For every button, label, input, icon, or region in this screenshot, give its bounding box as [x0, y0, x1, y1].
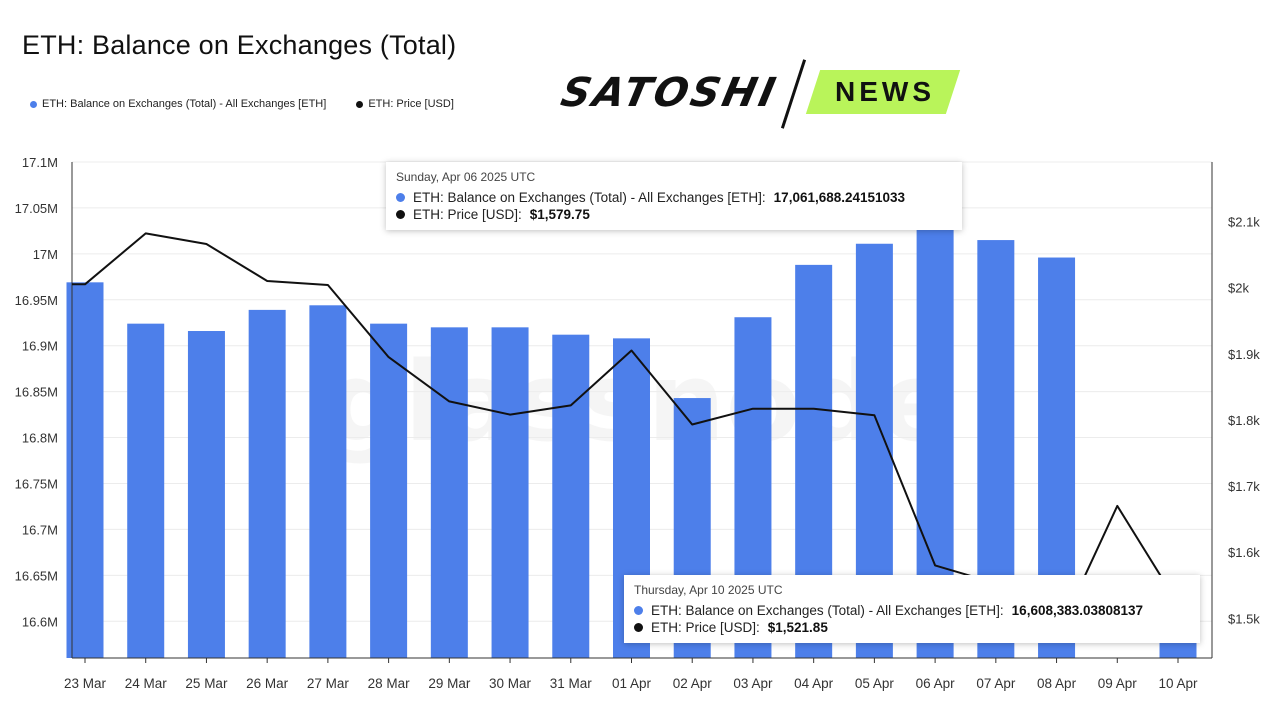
- tooltip-balance-value: 16,608,383.03808137: [1011, 603, 1144, 618]
- legend-label-price: ETH: Price [USD]: [368, 98, 454, 110]
- x-tick-labels: 23 Mar 24 Mar 25 Mar 26 Mar 27 Mar 28 Mar 29 M…: [64, 658, 1198, 691]
- x-tick-label: 03 Apr: [733, 676, 773, 691]
- bar: [248, 309, 286, 658]
- x-tick-label: 06 Apr: [916, 676, 956, 691]
- x-tick-label: 04 Apr: [794, 676, 834, 691]
- y-left-tick-label: 16.9M: [22, 339, 58, 354]
- y-left-tick-label: 16.85M: [15, 385, 58, 400]
- y-left-tick-label: 16.7M: [22, 522, 58, 537]
- tooltip-row-price: ETH: Price [USD]: $1,579.75: [396, 207, 952, 222]
- legend-dot-balance: [30, 100, 37, 108]
- tooltip-dot-balance: [396, 193, 405, 202]
- bar: [187, 331, 225, 658]
- y-left-tick-label: 16.6M: [22, 614, 58, 629]
- x-tick-label: 26 Mar: [246, 676, 289, 691]
- tooltip-row-price: ETH: Price [USD]: $1,521.85: [634, 620, 1190, 635]
- bar: [370, 323, 408, 658]
- y-right-tick-label: $2k: [1228, 281, 1249, 296]
- tooltip-price-value: $1,521.85: [767, 620, 828, 635]
- bar: [552, 334, 590, 658]
- y-left-tick-labels: 17.1M 17.05M 17M 16.95M 16.9M 16.85M 16.8M 16.7…: [15, 155, 58, 629]
- y-left-tick-label: 16.8M: [22, 431, 58, 446]
- x-tick-label: 29 Mar: [428, 676, 471, 691]
- x-tick-label: 24 Mar: [125, 676, 168, 691]
- tooltip-dot-price: [634, 623, 643, 632]
- legend-item-balance[interactable]: ETH: Balance on Exchanges (Total) - All …: [30, 98, 326, 110]
- y-right-tick-labels: $2.1k $2k $1.9k $1.8k $1.7k $1.6k $1.5k: [1228, 215, 1260, 627]
- x-tick-label: 10 Apr: [1158, 676, 1198, 691]
- tooltip-date: Thursday, Apr 10 2025 UTC: [634, 583, 783, 597]
- tooltip-price-label: ETH: Price [USD]:: [651, 620, 760, 635]
- x-tick-label: 08 Apr: [1037, 676, 1077, 691]
- legend-label-balance: ETH: Balance on Exchanges (Total) - All …: [42, 98, 327, 110]
- bar: [127, 323, 165, 658]
- chart-legend: ETH: Balance on Exchanges (Total) - All …: [30, 98, 454, 110]
- y-right-tick-label: $1.6k: [1228, 545, 1260, 560]
- y-right-tick-label: $1.8k: [1228, 413, 1260, 428]
- y-right-tick-label: $1.5k: [1228, 611, 1260, 626]
- tooltip-dot-balance: [634, 606, 643, 615]
- bar: [491, 327, 529, 658]
- bar: [309, 305, 347, 658]
- tooltip-apr-10: Thursday, Apr 10 2025 UTC ETH: Balance o…: [624, 575, 1200, 643]
- x-tick-label: 09 Apr: [1098, 676, 1138, 691]
- x-tick-label: 07 Apr: [976, 676, 1016, 691]
- x-tick-label: 27 Mar: [307, 676, 350, 691]
- x-tick-label: 28 Mar: [368, 676, 411, 691]
- y-right-tick-label: $1.9k: [1228, 347, 1260, 362]
- y-left-tick-label: 16.65M: [15, 568, 58, 583]
- axes: [71, 162, 1213, 659]
- x-tick-label: 25 Mar: [185, 676, 228, 691]
- x-tick-label: 31 Mar: [550, 676, 593, 691]
- legend-dot-price: [356, 100, 364, 108]
- bar: [66, 282, 104, 658]
- tooltip-balance-label: ETH: Balance on Exchanges (Total) - All …: [651, 603, 1004, 618]
- tooltip-balance-value: 17,061,688.24151033: [773, 190, 906, 205]
- y-left-tick-label: 17M: [33, 247, 58, 262]
- x-tick-label: 05 Apr: [855, 676, 895, 691]
- tooltip-row-balance: ETH: Balance on Exchanges (Total) - All …: [396, 190, 952, 205]
- y-left-tick-label: 16.75M: [15, 476, 58, 491]
- tooltip-dot-price: [396, 210, 405, 219]
- tooltip-price-label: ETH: Price [USD]:: [413, 207, 522, 222]
- x-tick-label: 30 Mar: [489, 676, 532, 691]
- x-tick-label: 02 Apr: [673, 676, 713, 691]
- tooltip-price-value: $1,579.75: [529, 207, 590, 222]
- y-left-tick-label: 17.1M: [22, 155, 58, 170]
- tooltip-apr-06: Sunday, Apr 06 2025 UTC ETH: Balance on …: [386, 162, 962, 230]
- y-left-tick-label: 16.95M: [15, 293, 58, 308]
- y-left-tick-label: 17.05M: [15, 201, 58, 216]
- tooltip-balance-label: ETH: Balance on Exchanges (Total) - All …: [413, 190, 766, 205]
- tooltip-date: Sunday, Apr 06 2025 UTC: [396, 170, 536, 184]
- x-tick-label: 01 Apr: [612, 676, 652, 691]
- legend-item-price[interactable]: ETH: Price [USD]: [356, 98, 454, 110]
- x-tick-label: 23 Mar: [64, 676, 107, 691]
- chart-title: ETH: Balance on Exchanges (Total): [22, 30, 457, 60]
- tooltip-row-balance: ETH: Balance on Exchanges (Total) - All …: [634, 603, 1190, 618]
- y-right-tick-label: $1.7k: [1228, 479, 1260, 494]
- bar: [430, 327, 468, 658]
- y-right-tick-label: $2.1k: [1228, 215, 1260, 230]
